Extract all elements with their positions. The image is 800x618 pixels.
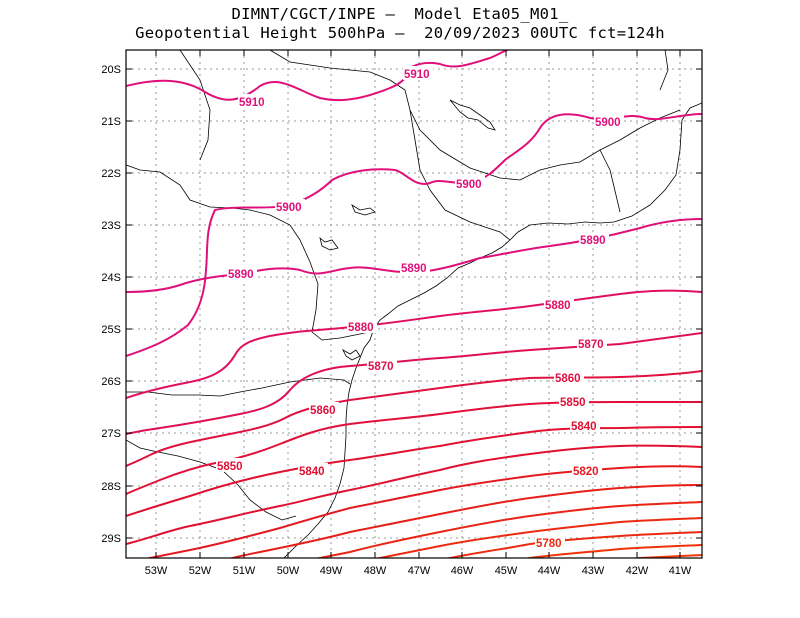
contour-label: 5860 xyxy=(555,373,581,385)
lat-label: 22S xyxy=(101,168,121,180)
contour-label: 5780 xyxy=(536,538,562,550)
state-border-2 xyxy=(126,377,351,397)
coastline xyxy=(283,102,702,558)
lon-label: 44W xyxy=(538,565,561,577)
lat-label: 26S xyxy=(101,376,121,388)
lat-label: 21S xyxy=(101,116,121,128)
lat-label: 28S xyxy=(101,481,121,493)
map-title-line1: DIMNT/CGCT/INPE – Model Eta05_M01_ xyxy=(231,5,569,23)
contour-5910 xyxy=(126,50,509,102)
contour-5780 xyxy=(444,531,702,558)
contour-label: 5910 xyxy=(239,97,265,109)
lon-label: 50W xyxy=(277,565,300,577)
lon-label: 53W xyxy=(145,565,168,577)
lon-label: 47W xyxy=(408,565,431,577)
longitude-labels: 53W 52W 51W 50W 49W 48W 47W 46W 45W 44W … xyxy=(145,565,692,577)
lake-2 xyxy=(351,203,376,216)
map-title-line2: Geopotential Height 500hPa – 20/09/2023 … xyxy=(135,24,665,42)
lat-label: 24S xyxy=(101,272,121,284)
contour-5870 xyxy=(126,332,702,435)
contour-5900-north xyxy=(126,113,702,357)
contour-5800 xyxy=(314,501,702,558)
state-border-8 xyxy=(659,50,669,91)
contour-label: 5890 xyxy=(580,235,606,247)
contour-5860 xyxy=(126,370,702,467)
contour-label: 5850 xyxy=(217,461,243,473)
lat-label: 20S xyxy=(101,64,121,76)
contour-5790 xyxy=(374,517,702,558)
lon-label: 45W xyxy=(495,565,518,577)
contour-label: 5890 xyxy=(228,269,254,281)
contour-5850 xyxy=(126,400,702,495)
contour-5810 xyxy=(228,484,702,558)
contour-label: 5900 xyxy=(595,117,621,129)
state-border-1 xyxy=(126,164,377,341)
lake-1 xyxy=(449,99,496,131)
lon-label: 48W xyxy=(364,565,387,577)
contour-5890 xyxy=(126,218,702,293)
lon-label: 43W xyxy=(582,565,605,577)
contour-label: 5890 xyxy=(401,263,427,275)
contour-5820 xyxy=(144,465,702,558)
contour-label: 5870 xyxy=(368,361,394,373)
contour-label: 5880 xyxy=(545,300,571,312)
state-border-5 xyxy=(269,50,681,181)
contour-label: 5840 xyxy=(571,421,597,433)
lat-label: 27S xyxy=(101,428,121,440)
lat-label: 29S xyxy=(101,533,121,545)
state-border-4 xyxy=(179,50,211,161)
contour-label: 5840 xyxy=(299,466,325,478)
contour-labels: 5910 5910 5900 5900 5900 5890 5890 5890 … xyxy=(216,66,624,550)
lon-label: 49W xyxy=(320,565,343,577)
latitude-labels: 20S 21S 22S 23S 24S 25S 26S 27S 28S 29S xyxy=(101,64,121,545)
state-border-6 xyxy=(409,109,511,241)
lon-label: 41W xyxy=(669,565,692,577)
lon-label: 46W xyxy=(451,565,474,577)
contour-label: 5820 xyxy=(573,466,599,478)
lat-label: 23S xyxy=(101,220,121,232)
contour-label: 5850 xyxy=(560,397,586,409)
contour-label: 5910 xyxy=(404,69,430,81)
lagoon xyxy=(342,348,361,361)
contour-5830 xyxy=(126,444,702,545)
contour-label: 5900 xyxy=(276,202,302,214)
lon-label: 51W xyxy=(233,565,256,577)
plot-frame xyxy=(125,49,703,559)
axis-ticks xyxy=(126,50,702,558)
contour-label: 5880 xyxy=(348,322,374,334)
contour-label: 5870 xyxy=(578,339,604,351)
lat-label: 25S xyxy=(101,324,121,336)
contour-label: 5900 xyxy=(456,179,482,191)
contour-label: 5860 xyxy=(310,405,336,417)
state-border-7 xyxy=(599,149,621,213)
lon-label: 52W xyxy=(189,565,212,577)
lon-label: 42W xyxy=(626,565,649,577)
contour-5840 xyxy=(126,426,702,517)
lake-3 xyxy=(319,236,339,251)
